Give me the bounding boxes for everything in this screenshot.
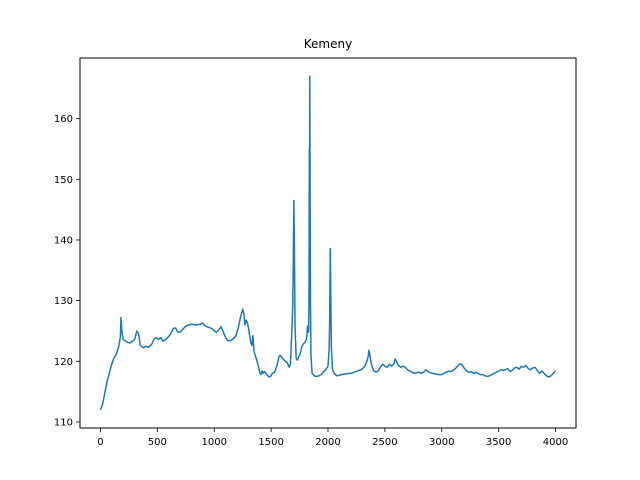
y-axis: 110 120 130 140 150 160 [54,114,80,428]
y-tick-label: 150 [54,175,73,186]
y-tick-label: 110 [54,417,73,428]
x-tick-label: 3000 [429,437,454,448]
y-tick-label: 130 [54,296,73,307]
x-axis: 0 500 1000 1500 2000 2500 3000 3500 4000 [97,428,568,448]
x-tick-label: 3500 [486,437,511,448]
axes-frame [79,57,577,429]
x-tick-label: 500 [148,437,167,448]
chart-title: Kemeny [304,37,352,51]
y-tick-label: 120 [54,357,73,368]
x-tick-label: 4000 [543,437,568,448]
x-tick-label: 0 [97,437,103,448]
x-tick-label: 2500 [372,437,397,448]
plot-area [99,75,557,411]
y-tick-label: 160 [54,114,73,125]
y-tick-label: 140 [54,235,73,246]
x-tick-label: 1000 [202,437,227,448]
x-tick-label: 2000 [315,437,340,448]
x-tick-label: 1500 [258,437,283,448]
series-line-0 [99,75,557,411]
